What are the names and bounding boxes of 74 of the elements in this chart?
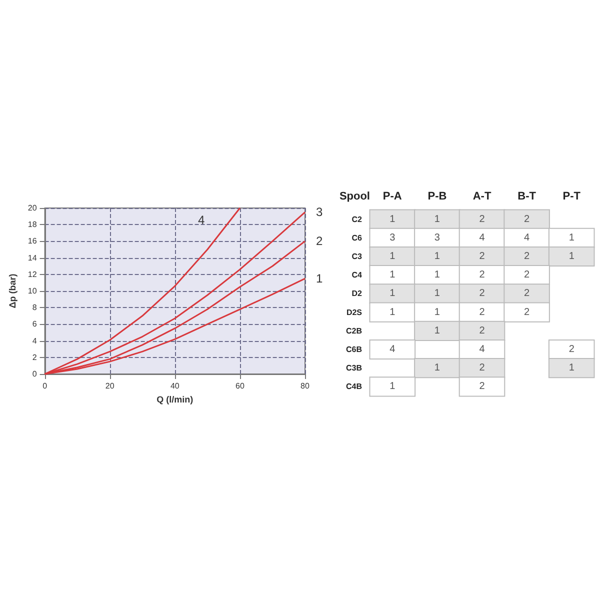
data-label: 1 bbox=[390, 288, 396, 300]
data-label: 1 bbox=[434, 362, 440, 374]
x-tick-label: P-T bbox=[562, 190, 581, 202]
data-label: 3 bbox=[434, 232, 440, 244]
data-label: 1 bbox=[568, 362, 575, 374]
y-tick-label: C4B bbox=[346, 382, 362, 392]
data-label: 2 bbox=[479, 270, 486, 281]
y-axis-title: Δp (bar) bbox=[8, 274, 18, 308]
y-tick-label: C2B bbox=[346, 326, 362, 336]
y-tick-label: 8 bbox=[32, 303, 38, 312]
data-label: 2 bbox=[479, 381, 486, 392]
data-label: 4 bbox=[479, 344, 486, 355]
data-label: 2 bbox=[479, 214, 486, 225]
x-tick-label: 40 bbox=[170, 382, 180, 390]
y-tick-label: 6 bbox=[32, 320, 38, 329]
data-label: 3 bbox=[390, 232, 396, 244]
x-tick-label: 0 bbox=[42, 382, 48, 390]
y-tick-label: 16 bbox=[28, 236, 38, 246]
data-label: 1 bbox=[390, 214, 396, 225]
y-tick-label: C3 bbox=[352, 252, 363, 261]
x-tick-label: A-T bbox=[472, 190, 492, 202]
data-label: 4 bbox=[479, 232, 486, 244]
data-label: 1 bbox=[434, 214, 440, 225]
data-label: 1 bbox=[390, 270, 396, 281]
data-label: 2 bbox=[524, 214, 530, 225]
y-tick-label: 4 bbox=[32, 336, 38, 346]
x-tick-label: 20 bbox=[105, 382, 115, 390]
y-tick-label: 14 bbox=[28, 253, 38, 262]
data-label: 1 bbox=[434, 270, 440, 281]
series-label: 4 bbox=[198, 213, 205, 227]
x-axis-title: Q (l/min) bbox=[156, 394, 194, 404]
data-label: 1 bbox=[390, 381, 396, 392]
y-tick-label: 0 bbox=[32, 370, 38, 378]
x-tick-label: B-T bbox=[518, 190, 536, 202]
data-label: 4 bbox=[524, 232, 530, 244]
y-tick-label: C4 bbox=[352, 270, 363, 280]
y-axis-title: Spool bbox=[339, 190, 370, 202]
x-tick-label: P-A bbox=[382, 190, 402, 202]
y-tick-label: C6 bbox=[352, 233, 363, 242]
data-label: 1 bbox=[568, 251, 575, 262]
x-tick-label: 60 bbox=[235, 382, 245, 390]
y-tick-label: C6B bbox=[346, 345, 362, 354]
data-label: 1 bbox=[434, 306, 440, 318]
data-label: 2 bbox=[524, 288, 530, 300]
x-tick-label: 80 bbox=[300, 382, 310, 390]
y-tick-label: C3B bbox=[346, 364, 362, 373]
data-label: 2 bbox=[568, 344, 575, 355]
data-label: 1 bbox=[568, 232, 575, 244]
data-label: 1 bbox=[390, 306, 396, 318]
data-label: 2 bbox=[479, 325, 486, 336]
y-tick-label: 20 bbox=[28, 204, 38, 212]
series-label: 1 bbox=[316, 272, 323, 286]
data-label: 2 bbox=[479, 362, 486, 374]
y-tick-label: C2 bbox=[352, 214, 363, 224]
series-label: 3 bbox=[316, 205, 323, 220]
y-tick-label: D2S bbox=[346, 308, 363, 317]
data-label: 2 bbox=[524, 251, 530, 262]
y-tick-label: D2 bbox=[352, 289, 363, 298]
x-tick-label: P-B bbox=[428, 190, 447, 202]
series-label: 2 bbox=[316, 234, 323, 248]
y-tick-label: 12 bbox=[28, 270, 38, 279]
data-label: 2 bbox=[524, 306, 530, 318]
y-tick-label: 18 bbox=[28, 220, 38, 230]
y-tick-label: 10 bbox=[28, 286, 38, 296]
data-label: 1 bbox=[434, 325, 440, 336]
data-label: 4 bbox=[390, 344, 396, 355]
data-label: 2 bbox=[479, 288, 486, 300]
data-label: 2 bbox=[479, 251, 486, 262]
data-label: 1 bbox=[390, 251, 396, 262]
data-label: 2 bbox=[479, 306, 486, 318]
data-label: 2 bbox=[524, 270, 530, 281]
data-label: 1 bbox=[434, 251, 440, 262]
y-tick-label: 2 bbox=[32, 352, 38, 362]
data-label: 1 bbox=[434, 288, 440, 300]
